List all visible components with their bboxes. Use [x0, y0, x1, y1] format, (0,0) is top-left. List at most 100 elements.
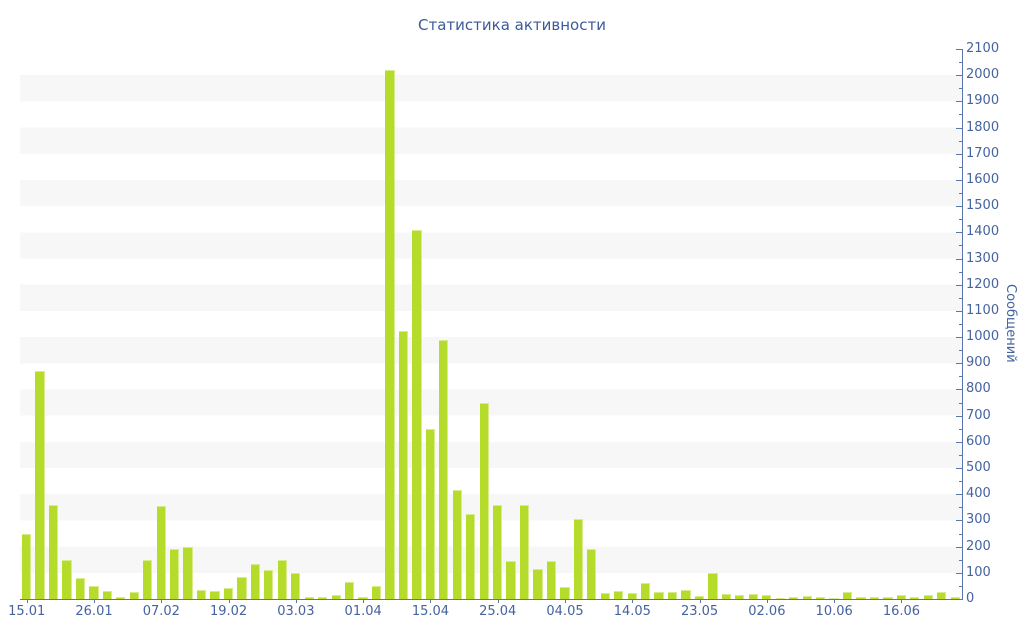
bar[interactable]: [89, 585, 99, 599]
bar[interactable]: [48, 504, 59, 599]
x-tick: [901, 599, 903, 603]
bar[interactable]: [22, 533, 32, 599]
x-tick-label: 26.01: [75, 604, 113, 619]
bar[interactable]: [35, 371, 45, 599]
bar[interactable]: [667, 591, 678, 599]
y-major-tick: [956, 494, 962, 496]
bar[interactable]: [385, 69, 395, 599]
x-tick-label: 16.06: [882, 604, 921, 619]
bar[interactable]: [116, 596, 126, 599]
y-tick-label: 1300: [966, 250, 1000, 266]
y-major-tick: [956, 468, 962, 470]
x-tick-label: 15.01: [8, 604, 46, 619]
bar[interactable]: [493, 504, 503, 599]
bar[interactable]: [398, 330, 409, 599]
bar[interactable]: [856, 596, 866, 599]
y-minor-tick: [959, 271, 962, 273]
bar[interactable]: [102, 591, 112, 599]
bar[interactable]: [721, 594, 732, 599]
bar[interactable]: [842, 591, 853, 599]
y-major-tick: [956, 49, 962, 50]
y-major-tick: [956, 599, 962, 600]
y-major-tick: [956, 75, 962, 77]
y-minor-tick: [959, 507, 962, 509]
bar[interactable]: [466, 513, 476, 599]
bar[interactable]: [694, 596, 705, 599]
bar[interactable]: [681, 589, 691, 599]
bar[interactable]: [950, 596, 960, 599]
bar[interactable]: [223, 588, 234, 599]
x-tick-label: 10.06: [815, 604, 853, 619]
bar[interactable]: [156, 506, 166, 599]
bar[interactable]: [291, 572, 301, 599]
bar[interactable]: [560, 587, 570, 599]
bar[interactable]: [735, 595, 745, 599]
bar[interactable]: [143, 559, 153, 599]
bar[interactable]: [654, 591, 664, 599]
y-tick-label: 500: [966, 460, 991, 476]
bar[interactable]: [546, 561, 557, 599]
bar[interactable]: [129, 591, 139, 599]
bar[interactable]: [183, 546, 193, 599]
bar[interactable]: [573, 519, 583, 599]
bar[interactable]: [75, 578, 86, 599]
bar[interactable]: [937, 591, 947, 599]
bar[interactable]: [533, 568, 543, 599]
bar[interactable]: [896, 594, 906, 599]
bar[interactable]: [371, 585, 382, 599]
bar[interactable]: [170, 549, 180, 599]
x-tick-label: 04.05: [546, 604, 584, 619]
bar[interactable]: [614, 591, 624, 599]
bar[interactable]: [775, 597, 785, 599]
bar[interactable]: [452, 490, 462, 599]
bar[interactable]: [439, 339, 449, 599]
bar[interactable]: [748, 593, 758, 599]
y-major-tick: [956, 337, 962, 339]
bar[interactable]: [318, 596, 328, 599]
bar[interactable]: [923, 594, 933, 599]
x-tick-label: 14.05: [613, 604, 651, 619]
y-tick-label: 0: [966, 591, 975, 606]
bar[interactable]: [802, 595, 812, 599]
bar[interactable]: [600, 592, 610, 599]
bar[interactable]: [331, 595, 341, 599]
y-minor-tick: [959, 219, 962, 221]
bar[interactable]: [587, 549, 597, 599]
bar[interactable]: [479, 402, 489, 599]
bar[interactable]: [196, 589, 207, 599]
bar[interactable]: [869, 597, 880, 599]
bar[interactable]: [627, 592, 637, 599]
bar[interactable]: [412, 229, 422, 599]
bar[interactable]: [62, 559, 72, 599]
y-minor-tick: [959, 402, 962, 404]
bar[interactable]: [829, 597, 839, 599]
bar[interactable]: [425, 428, 435, 599]
y-minor-tick: [959, 428, 962, 430]
bar[interactable]: [210, 591, 220, 599]
bar[interactable]: [277, 559, 287, 599]
y-major-tick: [956, 441, 962, 443]
bar[interactable]: [708, 572, 718, 599]
bar[interactable]: [519, 504, 530, 599]
y-tick-label: 1900: [966, 93, 1000, 109]
x-tick-label: 03.03: [277, 604, 315, 619]
y-minor-tick: [959, 481, 962, 483]
bar[interactable]: [358, 596, 368, 599]
bar[interactable]: [344, 581, 355, 599]
bar[interactable]: [250, 563, 261, 599]
bar[interactable]: [789, 596, 799, 599]
bar[interactable]: [506, 561, 516, 599]
bar[interactable]: [883, 596, 893, 599]
y-minor-tick: [959, 114, 962, 116]
bar[interactable]: [237, 576, 247, 599]
bar[interactable]: [641, 582, 651, 599]
y-major-tick: [956, 520, 962, 522]
bar[interactable]: [815, 596, 826, 599]
y-major-tick: [956, 153, 962, 155]
bar[interactable]: [264, 569, 274, 599]
bar[interactable]: [762, 595, 772, 599]
y-axis-line: [961, 49, 963, 600]
bar[interactable]: [304, 596, 314, 599]
x-tick-label: 23.05: [680, 604, 719, 619]
bar[interactable]: [910, 596, 920, 599]
